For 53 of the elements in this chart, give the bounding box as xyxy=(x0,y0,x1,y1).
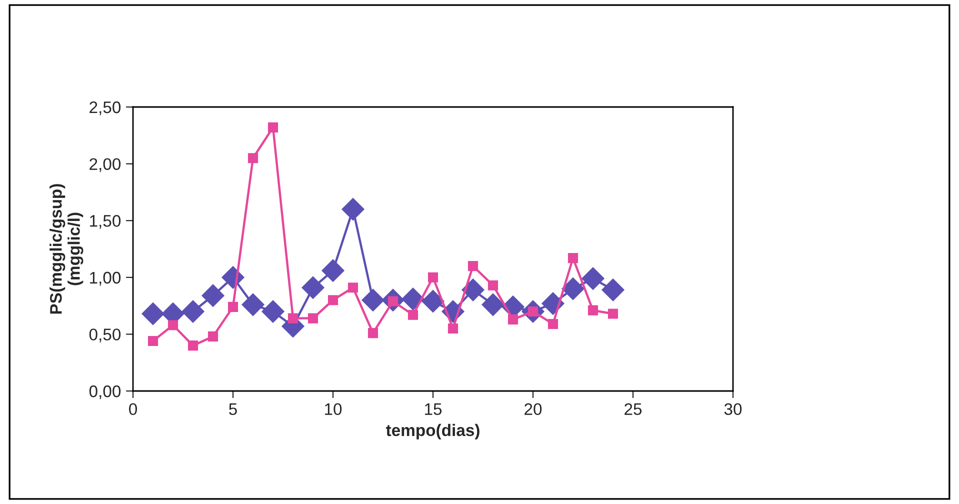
point xyxy=(168,320,178,330)
x-tick-label: 10 xyxy=(325,403,342,416)
point xyxy=(228,302,238,312)
point xyxy=(368,328,378,338)
y-tick-label: 2,50 xyxy=(90,101,121,116)
point xyxy=(422,290,444,313)
point xyxy=(362,288,384,312)
point xyxy=(482,293,504,316)
point xyxy=(348,282,358,293)
point xyxy=(428,272,438,282)
point xyxy=(468,261,478,272)
point xyxy=(562,277,584,300)
point xyxy=(402,288,424,310)
x-tick-label: 25 xyxy=(624,403,642,416)
point xyxy=(308,313,318,324)
point xyxy=(188,340,198,351)
x-tick-label: 20 xyxy=(524,403,542,416)
point xyxy=(268,122,278,132)
y-tick-label: 1,00 xyxy=(90,272,121,286)
point xyxy=(508,314,518,324)
point xyxy=(448,323,458,334)
point xyxy=(608,308,618,319)
point xyxy=(148,336,158,346)
x-tick-label: 5 xyxy=(229,403,237,416)
point xyxy=(242,293,264,316)
point xyxy=(488,280,498,290)
point xyxy=(602,278,624,302)
point xyxy=(322,259,344,282)
point xyxy=(408,310,418,320)
point xyxy=(548,318,558,330)
x-tick-label: 30 xyxy=(724,403,742,416)
y-tick-label: 0,50 xyxy=(89,328,121,342)
y-tick-label: 1,50 xyxy=(90,215,121,229)
x-tick-label: 15 xyxy=(425,403,442,416)
point xyxy=(328,295,338,306)
point xyxy=(288,313,298,324)
point xyxy=(568,253,578,264)
point xyxy=(248,153,258,164)
point xyxy=(208,331,218,342)
y-tick-label: 0,00 xyxy=(89,385,121,400)
x-tick-label: 0 xyxy=(129,403,137,416)
y-tick-label: 2,00 xyxy=(90,158,121,172)
x-axis-title: tempo(dias) xyxy=(386,424,480,440)
y-axis-title: PS(mgglic/gsup) (mgglic/l) xyxy=(50,184,84,314)
point xyxy=(302,276,324,299)
point xyxy=(588,305,598,316)
point xyxy=(462,278,484,302)
point xyxy=(262,300,284,323)
point xyxy=(142,302,164,326)
point xyxy=(182,300,204,323)
point xyxy=(582,267,604,290)
point xyxy=(202,284,224,307)
point xyxy=(342,198,364,221)
